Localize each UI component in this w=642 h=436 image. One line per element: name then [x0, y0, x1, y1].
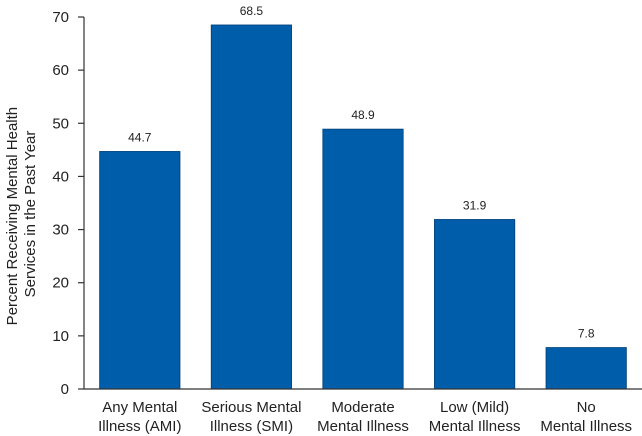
bar-2 — [322, 128, 404, 390]
category-label-1: Serious Mental Illness (SMI) — [201, 399, 301, 435]
data-labels: 44.7 68.5 48.9 31.9 7.8 — [128, 4, 595, 341]
category-label-2: Moderate Mental Illness — [317, 399, 409, 435]
data-label-0: 44.7 — [128, 130, 152, 144]
bar-1 — [210, 24, 292, 390]
category-label-4: No Mental Illness — [540, 399, 632, 435]
data-label-1: 68.5 — [240, 4, 264, 18]
y-tick-label-0: 0 — [61, 381, 69, 398]
data-label-3: 31.9 — [463, 198, 487, 212]
y-tick-label-50: 50 — [52, 115, 69, 132]
y-tick-label-40: 40 — [52, 168, 69, 185]
category-labels: Any Mental Illness (AMI) Serious Mental Ill… — [98, 399, 632, 435]
category-label-0: Any Mental Illness (AMI) — [98, 399, 181, 435]
axes — [83, 17, 642, 390]
data-label-4: 7.8 — [578, 327, 595, 341]
y-tick-label-10: 10 — [52, 328, 69, 345]
y-tick-label-20: 20 — [52, 275, 69, 292]
bars — [99, 24, 627, 390]
y-axis-ticks: 0 10 20 30 40 50 60 70 — [52, 9, 84, 398]
category-label-3: Low (Mild) Mental Illness — [429, 399, 521, 435]
y-axis-label: Percent Receiving Mental Health Services… — [4, 103, 39, 326]
bar-0 — [99, 151, 181, 390]
bar-3 — [434, 219, 516, 390]
bar-4 — [545, 347, 627, 390]
y-tick-label-30: 30 — [52, 222, 69, 239]
y-tick-label-60: 60 — [52, 62, 69, 79]
y-tick-label-70: 70 — [52, 9, 69, 26]
data-label-2: 48.9 — [351, 108, 375, 122]
